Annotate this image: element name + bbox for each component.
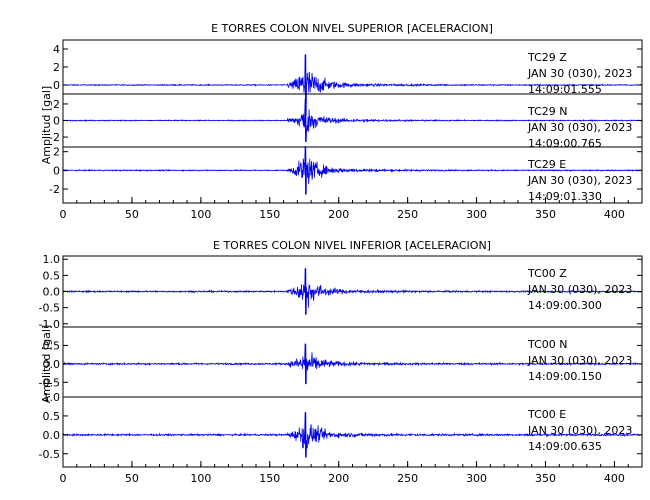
y-tick-label: 0.0 <box>43 358 61 371</box>
trace-annotation-line: JAN 30 (030), 2023 <box>527 174 632 187</box>
x-tick-label: 200 <box>328 472 349 485</box>
trace-annotation-line: JAN 30 (030), 2023 <box>527 67 632 80</box>
y-tick-label: 0.5 <box>43 410 61 423</box>
y-tick-label: 0 <box>53 164 60 177</box>
y-tick-label: 0 <box>53 79 60 92</box>
trace-annotation-line: TC00 E <box>527 408 566 421</box>
y-tick-label: 2 <box>53 61 60 74</box>
y-tick-label: -2 <box>49 183 60 196</box>
waveform-trace <box>63 54 643 116</box>
y-tick-label: 0.0 <box>43 286 61 299</box>
y-tick-label: 0 <box>53 115 60 128</box>
y-tick-label: 0.0 <box>43 429 61 442</box>
trace-annotation-line: TC00 Z <box>527 267 567 280</box>
trace-annotation-line: 14:09:00.300 <box>528 299 602 312</box>
trace-annotation-line: JAN 30 (030), 2023 <box>527 283 632 296</box>
waveform-trace <box>62 146 643 195</box>
trace-panel-1-1: 0 2 4 TC29 Z JAN 30 (030), 2023 14:09:01.555 <box>53 39 643 116</box>
trace-annotation-line: 14:09:00.765 <box>528 137 602 150</box>
chart-lower-level: E TORRES COLON NIVEL INFERIOR [ACELERACI… <box>39 239 643 485</box>
x-tick-label: 300 <box>466 208 487 221</box>
trace-panel-2-2: -0.5 0.0 0.5 TC00 N JAN 30 (030), 2023 14:09:… <box>39 326 643 398</box>
waveform-trace <box>62 412 643 458</box>
y-tick-label: -1.0 <box>39 318 60 331</box>
x-tick-label: 50 <box>125 472 139 485</box>
x-tick-label: 250 <box>397 472 418 485</box>
trace-annotation-line: 14:09:01.555 <box>528 83 602 96</box>
trace-annotation-line: TC29 E <box>527 158 566 171</box>
x-tick-label: 50 <box>125 208 139 221</box>
y-tick-label: 1.0 <box>43 391 61 404</box>
trace-annotation-line: TC29 Z <box>527 51 567 64</box>
x-tick-label: 0 <box>60 208 67 221</box>
trace-annotation-line: 14:09:01.330 <box>528 190 602 203</box>
x-tick-label: 100 <box>190 208 211 221</box>
x-tick-label: 200 <box>328 208 349 221</box>
x-tick-label: 350 <box>535 472 556 485</box>
chart-upper-level: E TORRES COLON NIVEL SUPERIOR [ACELERACI… <box>40 22 643 221</box>
y-tick-label: 0.5 <box>43 339 61 352</box>
trace-panel-2-1: -1.0 -0.5 0.0 0.5 1.0 TC00 Z JAN 30 (030), 202… <box>39 253 643 331</box>
trace-annotation-line: JAN 30 (030), 2023 <box>527 354 632 367</box>
x-tick-label: 250 <box>397 208 418 221</box>
y-tick-label: 1.0 <box>43 253 61 266</box>
y-axis-label-upper: Amplitud [gal] <box>40 86 53 164</box>
trace-panel-2-3: -0.5 0.0 0.5 1.0 TC00 E JAN 30 (030), 2023 14:… <box>39 391 643 468</box>
y-tick-label: 2 <box>53 98 60 111</box>
y-tick-label: -2 <box>49 131 60 144</box>
y-tick-label: -0.5 <box>39 302 60 315</box>
trace-annotation-line: JAN 30 (030), 2023 <box>527 121 632 134</box>
chart-title-upper: E TORRES COLON NIVEL SUPERIOR [ACELERACI… <box>211 22 493 35</box>
x-tick-label: 350 <box>535 208 556 221</box>
trace-annotation-line: 14:09:00.635 <box>528 440 602 453</box>
x-tick-label: 150 <box>259 472 280 485</box>
trace-panel-1-2: -2 0 2 TC29 N JAN 30 (030), 2023 14:09:00.765 <box>49 93 643 150</box>
chart-title-lower: E TORRES COLON NIVEL INFERIOR [ACELERACI… <box>213 239 491 252</box>
trace-annotation-line: 14:09:00.150 <box>528 370 602 383</box>
trace-annotation-line: TC29 N <box>527 105 567 118</box>
x-tick-label: 150 <box>259 208 280 221</box>
x-tick-label: 100 <box>190 472 211 485</box>
y-axis-label-lower: Amplitud [gal] <box>40 325 53 403</box>
x-tick-label: 400 <box>604 208 625 221</box>
waveform-trace <box>62 343 643 385</box>
trace-panel-1-3: -2 0 2 TC29 E JAN 30 (030), 2023 14:09:01.330 <box>49 146 643 204</box>
y-tick-label: 0.5 <box>43 269 61 282</box>
trace-annotation-line: TC00 N <box>527 338 567 351</box>
y-tick-label: 4 <box>53 43 60 56</box>
x-tick-label: 300 <box>466 472 487 485</box>
trace-annotation-line: JAN 30 (030), 2023 <box>527 424 632 437</box>
y-tick-label: -0.5 <box>39 376 60 389</box>
y-tick-label: -0.5 <box>39 448 60 461</box>
waveform-trace <box>62 98 643 143</box>
x-tick-label: 400 <box>604 472 625 485</box>
y-tick-label: 2 <box>53 146 60 159</box>
waveform-trace <box>62 268 643 315</box>
x-tick-label: 0 <box>60 472 67 485</box>
